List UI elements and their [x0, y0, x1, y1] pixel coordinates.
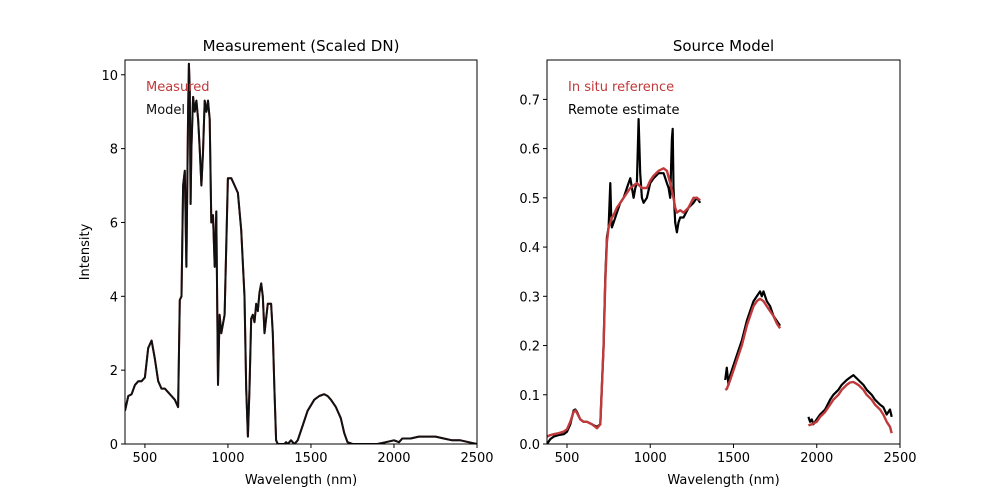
chart-title: Source Model	[673, 37, 774, 55]
x-tick-label: 2500	[883, 451, 916, 466]
x-tick-label: 1000	[211, 451, 244, 466]
y-tick-label: 0.4	[519, 241, 540, 256]
plot-area	[547, 118, 893, 444]
axes-frame	[124, 59, 478, 445]
x-tick-label: 1500	[717, 451, 750, 466]
source-model-panel: 500 1000 1500 2000 2500 0.0 0.1 0.2 0.3 0.4 0.5 0.6…	[519, 37, 916, 488]
y-tick-label: 0.2	[519, 340, 540, 355]
legend-entry: Model	[146, 103, 185, 118]
x-tick-label: 500	[133, 451, 158, 466]
y-tick-label: 0	[110, 438, 118, 453]
series-line-in-situ-reference-2	[808, 380, 893, 434]
x-tick-label: 2000	[800, 451, 833, 466]
y-tick-label: 0.5	[519, 192, 540, 207]
x-tick-label: 2000	[377, 451, 410, 466]
y-tick-label: 0.3	[519, 290, 540, 305]
x-tick-label: 1000	[634, 451, 667, 466]
x-tick-label: 500	[555, 451, 580, 466]
series-line-in-situ-reference-1	[724, 297, 782, 391]
plot-area	[125, 62, 477, 444]
y-tick-label: 0.1	[519, 389, 540, 404]
chart-title: Measurement (Scaled DN)	[203, 37, 400, 55]
y-tick-label: 10	[101, 69, 118, 84]
legend-entry: Remote estimate	[568, 103, 680, 118]
y-tick-label: 4	[110, 290, 118, 305]
y-tick-label: 0.0	[519, 438, 540, 453]
y-tick-label: 0.7	[519, 93, 540, 108]
measurement-panel: 500 1000 1500 2000 2500 0 2 4 6 8 10 Measurement (S…	[78, 37, 494, 488]
series-line-in-situ-reference-0	[547, 167, 701, 438]
legend-entry: Measured	[146, 80, 210, 95]
x-axis-label: Wavelength (nm)	[245, 473, 357, 488]
series-line-remote-estimate-1	[724, 290, 782, 386]
axes-frame	[546, 59, 901, 445]
x-axis-label: Wavelength (nm)	[667, 473, 779, 488]
series-line-remote-estimate-2	[807, 374, 893, 426]
x-tick-label: 1500	[294, 451, 327, 466]
y-tick-label: 2	[110, 364, 118, 379]
series-line-model-0	[125, 62, 477, 444]
y-axis-label: Intensity	[78, 223, 93, 280]
legend-entry: In situ reference	[568, 80, 674, 95]
x-tick-label: 2500	[460, 451, 493, 466]
y-tick-label: 0.6	[519, 143, 540, 158]
y-tick-label: 8	[110, 143, 118, 158]
series-line-remote-estimate-0	[547, 118, 702, 444]
y-tick-label: 6	[110, 216, 118, 231]
